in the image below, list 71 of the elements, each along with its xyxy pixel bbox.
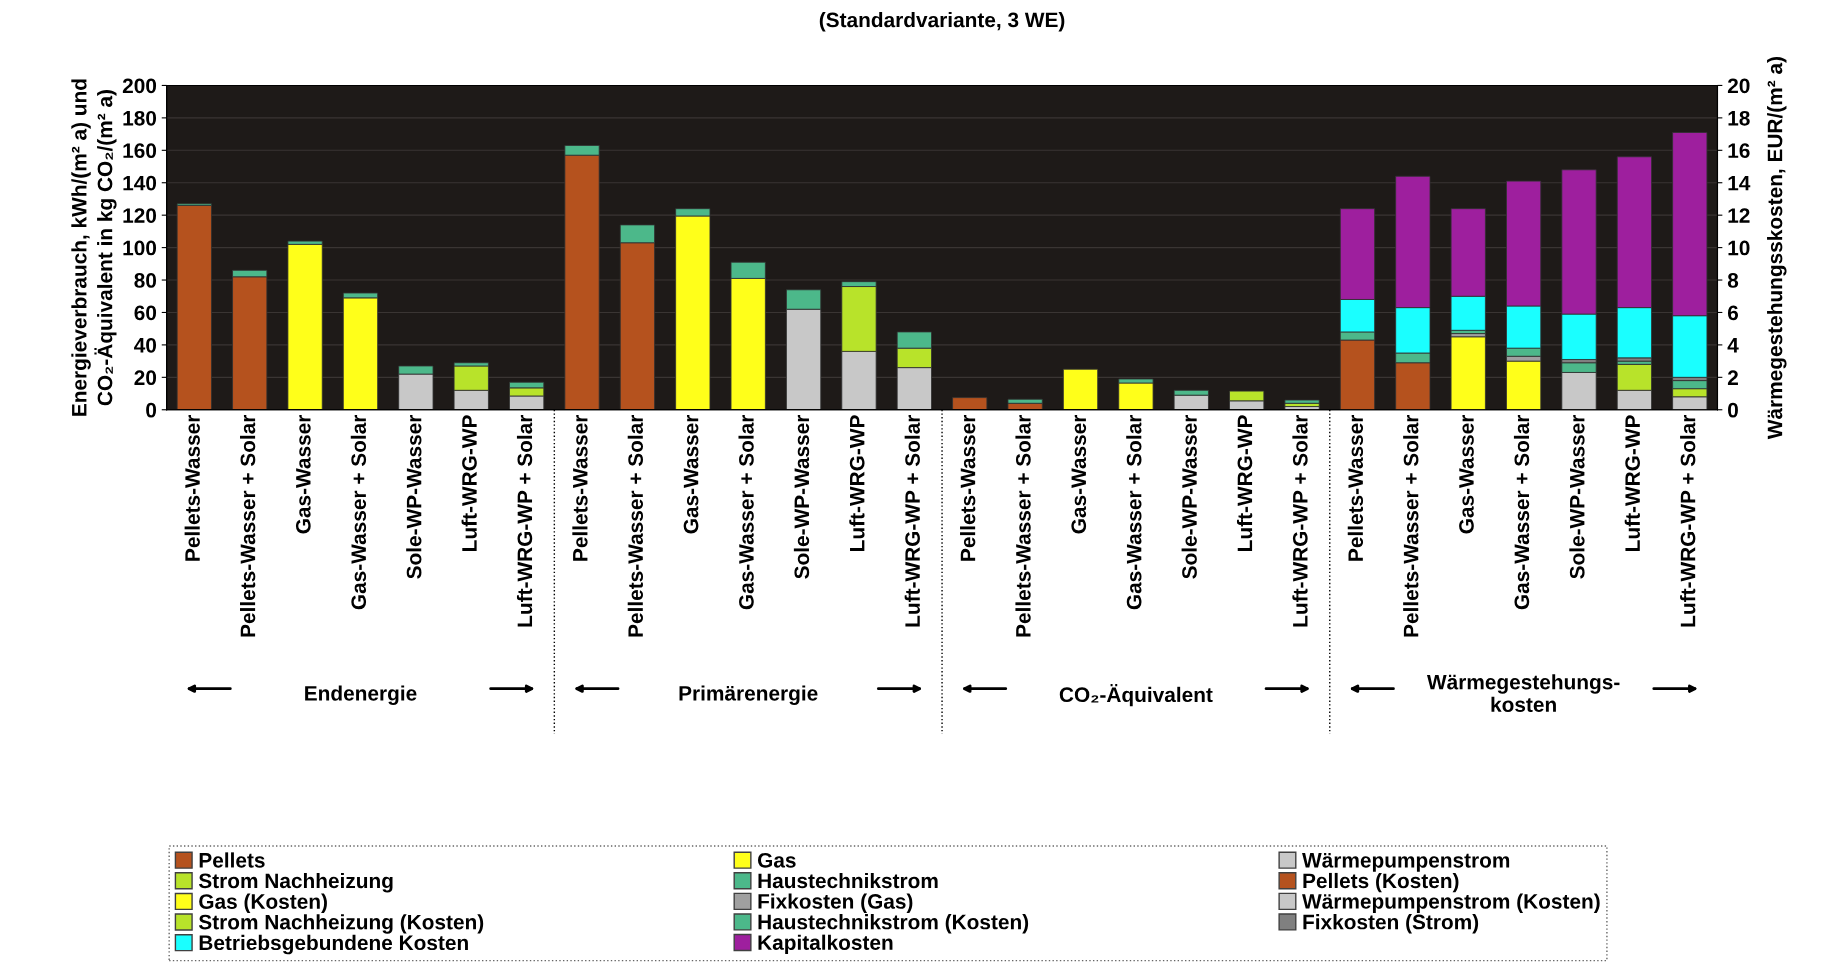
y-tick-label: 160	[123, 143, 157, 159]
x-tick-label: Gas-Wasser	[295, 414, 311, 534]
x-tick-label: Pellets-Wasser	[1347, 414, 1364, 561]
legend-label: Haustechnikstrom	[758, 872, 938, 889]
x-tick-label: Pellets-Wasser + Solar	[627, 414, 644, 637]
legend-label: Betriebsgebundene Kosten	[199, 934, 468, 955]
legend-label: Fixkosten (Strom)	[1303, 914, 1479, 934]
text: Wärmegestehungs- kosten	[1426, 674, 1620, 713]
legend-label: Pellets (Kosten)	[1303, 872, 1459, 893]
x-tick-label: Gas-Wasser	[683, 414, 699, 534]
x-tick-label: Gas-Wasser + Solar	[1126, 414, 1142, 610]
x-tick-label: Gas-Wasser	[1071, 414, 1087, 534]
x-tick-label: Gas-Wasser + Solar	[738, 414, 754, 610]
y2-tick-label: 0	[1728, 402, 1738, 418]
y-tick-label: 140	[123, 175, 157, 191]
y-tick-label: 120	[123, 208, 157, 223]
legend-label: Wärmepumpenstrom	[1302, 853, 1510, 872]
x-tick-label: Luft-WRG-WP + Solar	[904, 414, 920, 627]
y2-tick-label: 20	[1727, 78, 1750, 94]
x-tick-label: Sole-WP-Wasser	[406, 414, 422, 579]
legend-label: Fixkosten (Gas)	[758, 893, 913, 913]
legend-label: Wärmepumpenstrom (Kosten)	[1302, 893, 1600, 913]
legend-label: Gas	[757, 852, 796, 868]
x-tick-label: Luft-WRG-WP	[849, 415, 865, 551]
x-tick-label: Gas-Wasser + Solar	[350, 414, 367, 610]
x-tick-label: Pellets-Wasser	[184, 414, 200, 561]
legend-label: Pellets	[199, 852, 265, 868]
x-tick-label: Luft-WRG-WP	[1236, 415, 1253, 551]
x-tick-label: Luft-WRG-WP + Solar	[1292, 414, 1308, 627]
y2-tick-label: 6	[1727, 305, 1739, 321]
y-tick-label: 200	[122, 78, 157, 94]
text: Primärenergie	[679, 685, 818, 705]
y2-tick-label: 8	[1727, 273, 1739, 288]
y2-tick-label: 18	[1728, 110, 1750, 126]
y-axis-title: Energieverbrauch, kWh/(m² a) und CO₂-Äquivalent in kg CO₂/(m² a)	[71, 79, 117, 416]
legend-label: Gas (Kosten)	[199, 893, 327, 914]
y2-tick-label: 4	[1727, 338, 1739, 353]
legend-label: Kapitalkosten	[758, 934, 893, 955]
y-tick-label: 180	[123, 110, 157, 126]
y2-tick-label: 10	[1728, 240, 1750, 256]
x-tick-label: Pellets-Wasser + Solar	[1015, 414, 1031, 637]
y-tick-label: 80	[134, 273, 157, 288]
text: Endenergie	[305, 685, 417, 705]
text: CO₂-Äquivalent	[1059, 684, 1213, 707]
x-tick-label: Luft-WRG-WP + Solar	[1680, 414, 1696, 627]
x-tick-label: Luft-WRG-WP	[461, 415, 477, 551]
x-tick-label: Luft-WRG-WP + Solar	[516, 414, 533, 627]
y-tick-label: 0	[146, 402, 157, 418]
x-tick-label: Pellets-Wasser	[572, 414, 588, 561]
legend-label: Haustechnikstrom (Kosten)	[758, 914, 1029, 934]
y-tick-label: 100	[123, 240, 157, 256]
legend-label: Strom Nachheizung	[198, 872, 393, 893]
y2-tick-label: 16	[1728, 143, 1750, 159]
x-tick-label: Sole-WP-Wasser	[793, 414, 810, 579]
x-tick-label: Gas-Wasser	[1459, 414, 1474, 534]
y2-tick-label: 14	[1728, 175, 1751, 191]
y-tick-label: 20	[134, 370, 157, 386]
y-tick-label: 40	[134, 337, 157, 353]
y2-axis-title: Wärmegestehungsskosten, EUR/(m² a)	[1767, 57, 1787, 440]
legend-label: Strom Nachheizung (Kosten)	[198, 914, 484, 934]
x-tick-label: Gas-Wasser + Solar	[1513, 414, 1530, 610]
x-tick-label: Pellets-Wasser	[960, 414, 976, 561]
x-tick-label: Sole-WP-Wasser	[1569, 414, 1585, 579]
y2-tick-label: 12	[1728, 208, 1750, 223]
chart-title: (Standardvariante, 3 WE)	[819, 12, 1065, 32]
y-tick-label: 60	[134, 305, 157, 321]
x-tick-label: Pellets-Wasser + Solar	[239, 414, 256, 637]
y2-tick-label: 2	[1727, 370, 1738, 385]
x-tick-label: Luft-WRG-WP	[1624, 415, 1640, 551]
x-tick-label: Pellets-Wasser + Solar	[1403, 414, 1419, 637]
x-tick-label: Sole-WP-Wasser	[1181, 414, 1197, 579]
